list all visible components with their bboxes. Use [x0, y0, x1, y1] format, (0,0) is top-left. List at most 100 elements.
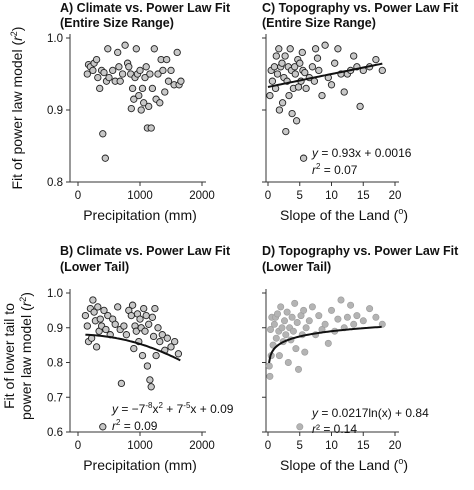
panel-a-point: [101, 154, 109, 162]
panel-b-point: [100, 306, 108, 315]
panel-c-point: [278, 99, 287, 107]
panel-c-point: [334, 45, 342, 53]
panel-b-point: [132, 327, 140, 335]
panel-a-point: [140, 99, 148, 107]
panel-d-x-tick-label: 15: [357, 440, 370, 452]
panel-b-annotation-eq: y = −7-8x2 + 7-5x + 0.09: [111, 401, 234, 416]
panel-b: 0 1000 2000 0.6 0.7 0.8 0.9 1.0: [47, 288, 215, 452]
panel-c-point: [291, 70, 299, 78]
panel-a-point: [159, 66, 167, 75]
panel-b-point: [138, 351, 147, 360]
panel-a-title-line1: A) Climate vs. Power Law Fit: [60, 1, 231, 15]
panel-d-point: [321, 320, 329, 328]
panel-b-point: [94, 303, 102, 311]
panel-a-point: [96, 84, 104, 93]
panel-b-title-line2: (Lower Tail): [60, 260, 129, 274]
panel-d-point: [289, 327, 297, 335]
panel-a-y-tick-label: 0.8: [47, 177, 63, 189]
panel-a-point: [173, 48, 181, 57]
panel-d-xlabel: Slope of the Land (o): [280, 456, 408, 473]
panel-a-point: [161, 88, 169, 96]
panel-b-point: [111, 320, 119, 328]
panel-d-point: [284, 358, 292, 366]
panel-a-point: [115, 63, 123, 71]
panel-d-point: [302, 324, 310, 332]
panel-a-title-line2: (Entire Size Range): [60, 16, 174, 30]
panel-d-point: [334, 315, 342, 323]
panel-d-title-line2: (Lower Tail): [262, 260, 331, 274]
panel-b-point: [128, 301, 137, 309]
panel-d-point: [359, 317, 367, 325]
panel-d-trendline: [268, 325, 382, 364]
panel-b-point: [102, 325, 110, 334]
panel-b-point: [120, 322, 128, 330]
panel-b-point: [143, 362, 152, 370]
panel-b-point: [149, 332, 158, 341]
panel-c-point: [298, 48, 306, 57]
panel-b-point: [146, 376, 154, 384]
panel-d-point: [277, 303, 285, 311]
panel-d-point: [305, 317, 313, 325]
panel-b-point: [81, 311, 90, 320]
panel-c-point: [311, 45, 320, 53]
panel-c-point: [272, 52, 280, 60]
panel-c-x-tick-label: 0: [265, 190, 271, 202]
panel-a-point: [128, 84, 137, 93]
panel-a-point: [138, 84, 147, 93]
panel-b-point: [147, 383, 155, 391]
panel-c-x-tick-label: 20: [389, 190, 402, 202]
panel-d-point: [337, 296, 345, 304]
panel-b-point: [140, 304, 148, 313]
panel-a-point: [109, 66, 117, 75]
panel-c-annotation-eq: y = 0.93x + 0.0016: [311, 146, 412, 160]
panel-c-xlabel: Slope of the Land (o): [280, 206, 408, 223]
panel-a-point: [137, 106, 145, 114]
panel-b-point: [96, 315, 104, 323]
panel-d-point: [273, 310, 281, 318]
panel-a-point: [150, 45, 158, 53]
panel-a-point: [127, 104, 135, 113]
panel-d-point: [278, 324, 286, 332]
panel-c-point: [301, 68, 309, 77]
panel-d-point: [266, 325, 274, 333]
panel-c-point: [378, 66, 386, 75]
panel-a-point: [147, 124, 155, 132]
panel-b-title-line1: B) Climate vs. Power Law Fit: [60, 244, 231, 258]
panel-b-point: [92, 343, 101, 351]
panel-c-point: [278, 59, 286, 67]
panel-b-point: [89, 296, 97, 304]
panel-d-point: [294, 365, 302, 373]
panel-a-point: [142, 63, 150, 71]
panel-c-point: [340, 88, 348, 96]
panel-b-x-tick-label: 1000: [127, 440, 153, 452]
panel-c-point: [288, 109, 296, 118]
panel-b-y-tick-label: 0.6: [47, 427, 63, 439]
panel-a-point: [92, 55, 101, 64]
panel-d-point: [350, 320, 358, 328]
panel-c-point: [321, 41, 329, 49]
panel-d-point: [270, 320, 278, 328]
panel-c-point: [275, 106, 284, 114]
panel-c-x-tick-label: 15: [357, 190, 370, 202]
panel-d-x-tick-label: 10: [325, 440, 338, 452]
panel-a-point: [154, 70, 162, 78]
panel-d-point: [272, 334, 280, 342]
panel-a-point: [177, 77, 185, 85]
panel-c-annotation-r2: r2 = 0.07: [312, 162, 358, 177]
panel-c-point: [282, 127, 290, 136]
panel-c-point: [299, 154, 308, 162]
panel-a-point: [156, 99, 164, 107]
panel-a-point: [136, 66, 144, 75]
panel-b-point: [167, 343, 175, 351]
panel-a-point: [141, 73, 149, 82]
panel-a-point: [94, 73, 102, 82]
panel-a-point: [89, 66, 97, 75]
panel-b-point: [127, 311, 135, 320]
panel-a-point: [104, 45, 112, 53]
panel-c-point: [308, 63, 317, 71]
panel-c-point: [286, 45, 294, 53]
panel-a-point: [100, 68, 108, 77]
panel-d-point: [366, 305, 374, 313]
panel-b-point: [156, 337, 164, 346]
